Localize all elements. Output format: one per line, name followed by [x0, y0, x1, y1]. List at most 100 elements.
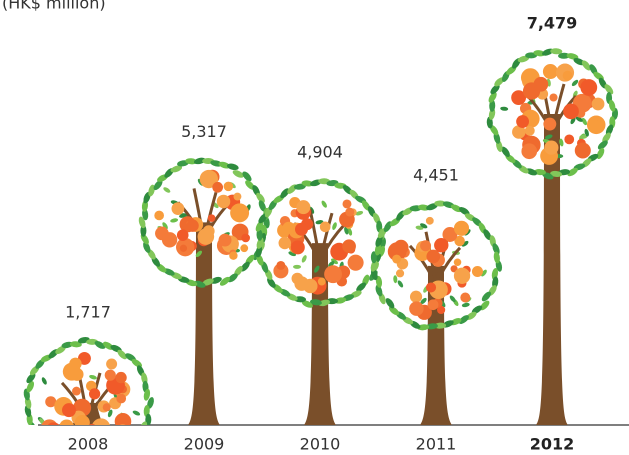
leaf	[584, 128, 589, 137]
tree	[486, 48, 619, 425]
orange	[115, 371, 127, 384]
leaf	[301, 300, 313, 308]
leaf	[293, 183, 306, 190]
leaf	[240, 261, 250, 272]
leaf	[449, 295, 456, 303]
leaf	[332, 222, 337, 230]
orange	[342, 199, 352, 209]
branch	[318, 212, 334, 264]
orange	[436, 305, 446, 315]
leaf	[461, 240, 469, 247]
orange	[276, 260, 286, 270]
leaf	[280, 188, 290, 199]
leaf	[517, 55, 530, 63]
leaf	[566, 53, 579, 60]
leaf	[488, 108, 496, 120]
leaf	[602, 132, 611, 143]
leaf	[41, 377, 47, 385]
orange	[521, 143, 538, 160]
leaf	[219, 276, 230, 286]
orange	[442, 227, 458, 242]
leaf	[143, 388, 151, 401]
leaf	[227, 273, 238, 283]
leaf	[571, 79, 579, 87]
orange	[223, 181, 234, 192]
orange	[176, 229, 189, 241]
leaf	[148, 184, 155, 197]
leaf	[143, 241, 151, 253]
orange	[524, 125, 535, 136]
orange	[471, 265, 483, 277]
leaf	[267, 277, 276, 288]
leaf	[420, 223, 428, 229]
leaf	[139, 421, 148, 425]
orange	[590, 118, 598, 126]
orange	[533, 76, 549, 92]
leaf	[383, 221, 392, 232]
y-axis-label: (HK$ million)	[2, 0, 106, 13]
leaf	[107, 409, 113, 418]
value-label: 7,479	[527, 14, 578, 33]
orange	[562, 70, 573, 81]
leaf	[597, 140, 608, 150]
leaf	[170, 218, 179, 223]
leaf	[489, 125, 499, 136]
orange	[347, 254, 364, 271]
leaf	[385, 298, 395, 309]
orange	[72, 386, 81, 396]
orange	[453, 220, 470, 236]
value-label: 5,317	[181, 122, 227, 141]
leaf	[132, 410, 141, 416]
leaf	[195, 250, 203, 258]
leaf	[147, 397, 154, 409]
orange	[161, 232, 178, 248]
leaf	[356, 282, 366, 292]
orange	[549, 93, 558, 102]
trunk	[536, 114, 568, 425]
orange	[395, 269, 405, 278]
leaf	[533, 50, 546, 57]
leaf	[28, 429, 40, 442]
tree	[138, 157, 270, 425]
leaf	[309, 299, 322, 306]
leaf	[550, 48, 563, 55]
orange	[453, 267, 471, 284]
orange	[207, 214, 216, 222]
leaf	[490, 84, 500, 95]
orange	[454, 235, 465, 247]
leaf	[136, 428, 146, 441]
orange	[512, 125, 526, 139]
leaf	[162, 222, 168, 230]
tree	[23, 337, 154, 455]
leaf	[194, 280, 206, 288]
leaf	[483, 229, 492, 241]
value-label: 4,904	[297, 143, 343, 162]
leaf	[127, 435, 140, 447]
leaf	[393, 275, 398, 284]
leaf	[501, 146, 510, 157]
leaf	[123, 441, 135, 454]
leaf	[163, 187, 171, 193]
orange	[106, 358, 118, 370]
orange	[154, 210, 164, 221]
orange	[425, 282, 437, 293]
orange	[425, 216, 434, 225]
leaf	[492, 276, 499, 289]
x-tick-label: 2012	[530, 435, 575, 454]
leaf	[461, 302, 470, 308]
orange	[114, 413, 132, 425]
leaf	[34, 435, 46, 448]
leaf	[55, 345, 66, 355]
leaf	[450, 204, 462, 213]
leaf	[26, 373, 36, 384]
x-tick-label: 2011	[416, 435, 457, 454]
leaf	[89, 374, 97, 380]
orange	[563, 103, 579, 120]
orange	[393, 239, 409, 255]
leaf	[109, 451, 122, 455]
leaf	[314, 265, 320, 273]
leaf	[388, 306, 400, 316]
orange	[233, 192, 242, 201]
orange	[216, 194, 231, 209]
leaf	[355, 210, 364, 216]
